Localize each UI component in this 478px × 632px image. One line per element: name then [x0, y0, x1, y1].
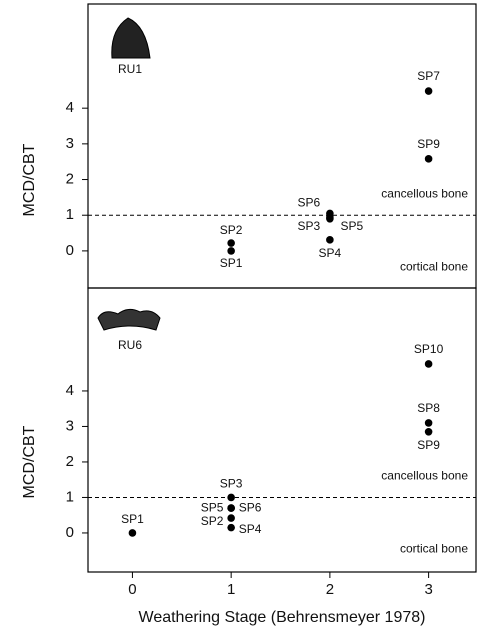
point — [424, 419, 433, 427]
y-axis-label: MCD/CBT — [21, 425, 38, 498]
point — [227, 247, 235, 255]
y-tick-label: 3 — [66, 417, 74, 434]
x-tick-label: 2 — [326, 581, 334, 598]
y-tick-label: 2 — [66, 453, 74, 470]
point-label: SP4 — [319, 246, 342, 260]
point — [227, 504, 235, 512]
point-label: SP6 — [298, 196, 321, 210]
point-label: SP1 — [220, 256, 243, 270]
point-label: SP2 — [220, 223, 243, 237]
point — [326, 214, 334, 223]
point — [128, 529, 137, 537]
y-tick-label: 3 — [66, 135, 74, 152]
panel-label: RU1 — [118, 62, 142, 76]
annotation: cortical bone — [400, 542, 468, 556]
y-tick-label: 0 — [66, 524, 74, 541]
y-tick-label: 1 — [66, 488, 74, 505]
point — [227, 239, 235, 247]
point-label: SP3 — [298, 219, 321, 233]
point-label: SP5 — [341, 219, 364, 233]
point — [227, 514, 235, 522]
ru1-icon — [111, 17, 151, 59]
bottom-panel-frame — [87, 287, 477, 573]
y-axis-label: MCD/CBT — [21, 143, 38, 216]
ru6-icon — [97, 308, 161, 331]
point-label: SP1 — [121, 512, 144, 526]
y-tick-label: 0 — [66, 242, 74, 259]
x-axis-label: Weathering Stage (Behrensmeyer 1978) — [139, 609, 426, 626]
y-tick-label: 2 — [66, 171, 74, 188]
x-tick-label: 0 — [128, 581, 136, 598]
annotation: cortical bone — [400, 259, 468, 273]
point-label: SP2 — [201, 514, 224, 528]
point-label: SP9 — [417, 438, 440, 452]
point-label: SP7 — [417, 69, 440, 83]
panel-label: RU6 — [118, 338, 142, 352]
point — [424, 360, 433, 368]
point-label: SP9 — [417, 137, 440, 151]
point — [227, 493, 235, 502]
y-tick-label: 4 — [66, 382, 74, 399]
y-tick-label: 1 — [66, 206, 74, 223]
point-label: SP8 — [417, 401, 440, 415]
annotation: cancellous bone — [381, 186, 468, 200]
point — [424, 155, 433, 163]
annotation: cancellous bone — [381, 469, 468, 483]
point-label: SP4 — [239, 522, 262, 536]
x-tick-label: 1 — [227, 581, 235, 598]
point — [424, 427, 433, 436]
point — [424, 87, 433, 95]
y-tick-label: 4 — [66, 99, 74, 116]
x-tick-label: 3 — [424, 581, 432, 598]
point-label: SP6 — [239, 500, 262, 514]
point-label: SP5 — [201, 500, 224, 514]
point-label: SP10 — [414, 342, 444, 356]
point-label: SP3 — [220, 477, 243, 491]
point — [227, 523, 235, 532]
point — [326, 236, 334, 244]
